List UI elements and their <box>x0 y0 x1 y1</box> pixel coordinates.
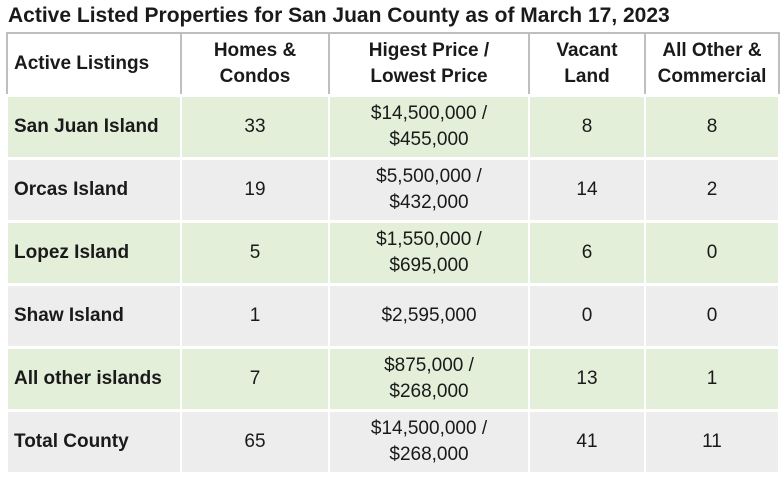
row-name: San Juan Island <box>6 94 182 159</box>
table-row: San Juan Island 33 $14,500,000 / $455,00… <box>6 94 780 159</box>
row-name: Orcas Island <box>6 157 182 222</box>
row-price-high: $14,500,000 / <box>370 418 488 439</box>
header-price-line1: Higest Price / <box>368 40 490 61</box>
row-other: 8 <box>644 94 780 159</box>
row-price-high: $5,500,000 / <box>376 166 482 187</box>
listings-table: Active Listings Homes & Condos Higest Pr… <box>6 32 780 472</box>
row-other: 2 <box>644 157 780 222</box>
row-price-high: $875,000 / <box>384 355 474 376</box>
header-active-listings-label: Active Listings <box>14 53 150 74</box>
row-name: All other islands <box>6 346 182 411</box>
row-vacant: 0 <box>528 283 646 348</box>
row-vacant: 14 <box>528 157 646 222</box>
page-title: Active Listed Properties for San Juan Co… <box>8 4 670 27</box>
table-header-row: Active Listings Homes & Condos Higest Pr… <box>6 32 780 97</box>
row-price-low: $695,000 <box>389 255 469 276</box>
row-other: 0 <box>644 283 780 348</box>
row-price: $5,500,000 / $432,000 <box>328 157 530 222</box>
row-price: $14,500,000 / $455,000 <box>328 94 530 159</box>
row-other: 11 <box>644 409 780 472</box>
table-row: Orcas Island 19 $5,500,000 / $432,000 14… <box>6 157 780 222</box>
row-price-low: $268,000 <box>389 444 469 465</box>
header-other-line2: Commercial <box>657 66 767 87</box>
row-homes: 1 <box>180 283 330 348</box>
row-homes: 7 <box>180 346 330 411</box>
row-price: $875,000 / $268,000 <box>328 346 530 411</box>
row-price: $1,550,000 / $695,000 <box>328 220 530 285</box>
row-name: Shaw Island <box>6 283 182 348</box>
row-price: $14,500,000 / $268,000 <box>328 409 530 472</box>
row-price-low: $268,000 <box>389 381 469 402</box>
row-vacant: 6 <box>528 220 646 285</box>
table-row: Lopez Island 5 $1,550,000 / $695,000 6 0 <box>6 220 780 285</box>
header-vacant-line2: Land <box>564 66 610 87</box>
header-vacant-land: Vacant Land <box>528 32 646 97</box>
row-price-high: $1,550,000 / <box>376 229 482 250</box>
row-homes: 5 <box>180 220 330 285</box>
row-homes: 65 <box>180 409 330 472</box>
row-homes: 33 <box>180 94 330 159</box>
header-vacant-line1: Vacant <box>556 40 618 61</box>
row-price: $2,595,000 <box>328 283 530 348</box>
header-homes-line1: Homes & <box>213 40 297 61</box>
row-other: 1 <box>644 346 780 411</box>
table-row: Shaw Island 1 $2,595,000 0 0 <box>6 283 780 348</box>
row-price-low: $432,000 <box>389 192 469 213</box>
row-name: Total County <box>6 409 182 472</box>
row-price-high: $2,595,000 <box>381 305 477 326</box>
row-homes: 19 <box>180 157 330 222</box>
table-row-total: Total County 65 $14,500,000 / $268,000 4… <box>6 409 780 472</box>
row-vacant: 41 <box>528 409 646 472</box>
row-other: 0 <box>644 220 780 285</box>
header-homes-line2: Condos <box>219 66 291 87</box>
row-name: Lopez Island <box>6 220 182 285</box>
header-price: Higest Price / Lowest Price <box>328 32 530 97</box>
header-other-line1: All Other & <box>662 40 762 61</box>
header-active-listings: Active Listings <box>6 32 182 97</box>
header-other-commercial: All Other & Commercial <box>644 32 780 97</box>
row-price-low: $455,000 <box>389 129 469 150</box>
row-vacant: 8 <box>528 94 646 159</box>
row-price-high: $14,500,000 / <box>370 103 488 124</box>
header-homes-condos: Homes & Condos <box>180 32 330 97</box>
table-row: All other islands 7 $875,000 / $268,000 … <box>6 346 780 411</box>
header-price-line2: Lowest Price <box>370 66 488 87</box>
row-vacant: 13 <box>528 346 646 411</box>
